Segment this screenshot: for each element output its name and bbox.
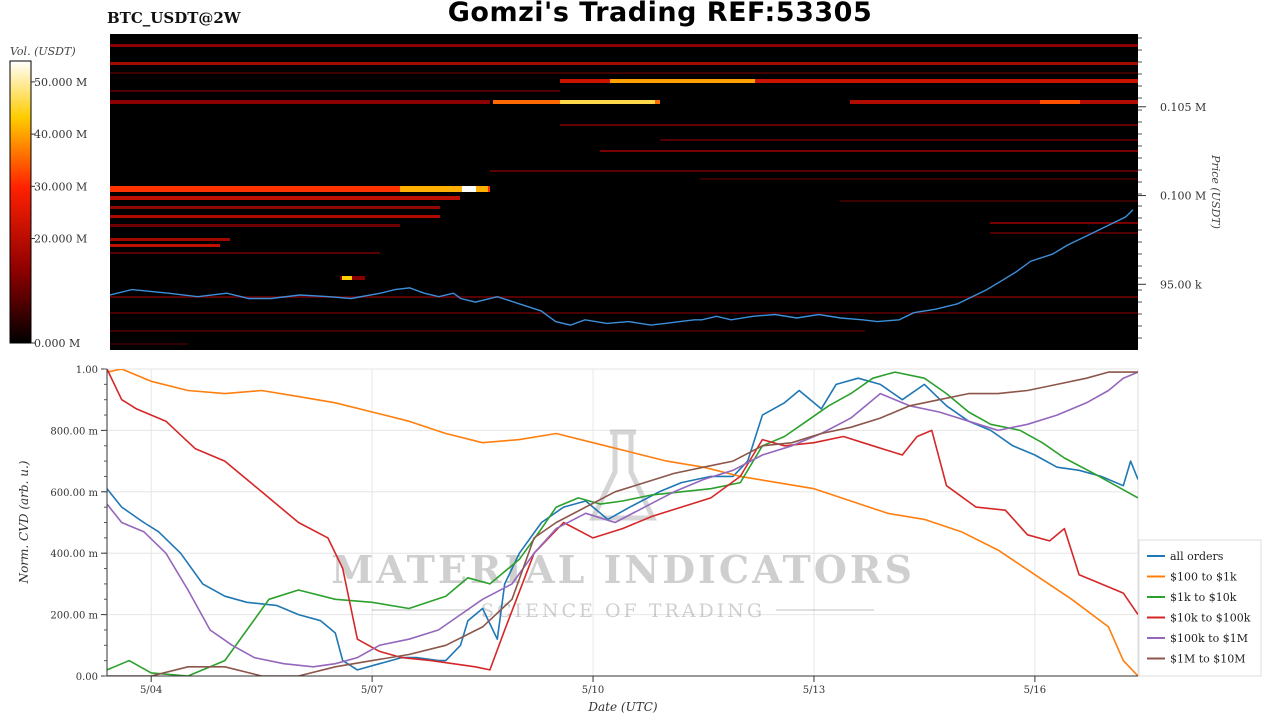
series-line: [107, 369, 1138, 676]
price-axis: 95.00 k 0.100 M 0.105 M: [1138, 37, 1206, 339]
legend-label: $100k to $1M: [1170, 632, 1248, 645]
x-tick-label: 5/13: [803, 685, 825, 696]
y-tick-label: 1.00: [76, 365, 98, 376]
colorbar-tick-label: 40.000 M: [34, 128, 87, 141]
heatmap-band: [342, 276, 352, 280]
legend-label: $10k to $100k: [1170, 612, 1251, 625]
heatmap-band: [840, 200, 1138, 202]
legend-label: $100 to $1k: [1170, 571, 1237, 584]
heatmap-band: [110, 44, 1138, 47]
y-tick-label: 400.00 m: [50, 549, 98, 560]
heatmap-band: [110, 312, 1138, 314]
heatmap-band: [110, 62, 1138, 65]
watermark-tagline: SCIENCE OF TRADING: [481, 600, 765, 622]
heatmap-band: [110, 224, 400, 227]
heatmap-band: [110, 72, 1138, 74]
page-title: Gomzi's Trading REF:53305: [447, 0, 873, 28]
cvd-series: [107, 369, 1138, 676]
heatmap-band: [110, 330, 865, 332]
heatmap-band: [610, 79, 755, 83]
heatmap-band: [110, 343, 188, 345]
heatmap-band: [110, 90, 560, 92]
heatmap-band: [560, 124, 1138, 126]
y-tick-label: 600.00 m: [50, 488, 98, 499]
heatmap-band: [990, 222, 1138, 224]
price-line: [110, 209, 1134, 326]
heatmap-band: [850, 100, 1138, 104]
series-line: [107, 371, 1138, 676]
heatmap-band: [700, 178, 1138, 180]
heatmap-band: [110, 215, 440, 218]
colorbar-tick-label: 0.000 M: [34, 337, 80, 350]
series-line: [107, 371, 1138, 668]
colorbar-label: Vol. (USDT): [10, 45, 76, 58]
cvd-axes: 0.00 200.00 m 400.00 m 600.00 m 800.00 m 1.00…: [50, 365, 1138, 696]
heatmap-band: [1040, 100, 1080, 104]
heatmap-band: [400, 186, 488, 192]
y-axis-label: Norm. CVD (arb. u.): [17, 460, 31, 584]
heatmap-band: [110, 238, 230, 241]
price-tick-label: 95.00 k: [1160, 278, 1202, 291]
x-tick-label: 5/16: [1024, 685, 1046, 696]
legend-items: all orders $100 to $1k $1k to $10k $10k to …: [1147, 550, 1251, 666]
colorbar-tick-label: 50.000 M: [34, 76, 87, 89]
legend-label: $1M to $10M: [1170, 653, 1246, 666]
x-tick-label: 5/10: [582, 685, 604, 696]
heatmap-band: [490, 170, 1138, 172]
watermark: MATERIAL INDICATORS SCIENCE OF TRADING: [331, 429, 915, 622]
y-tick-label: 800.00 m: [50, 426, 98, 437]
heatmap-band: [110, 100, 490, 104]
x-axis-label: Date (UTC): [587, 700, 657, 714]
colorbar-tick-label: 20.000 M: [34, 233, 87, 246]
heatmap-band: [462, 186, 476, 192]
heatmap-band: [660, 139, 1138, 141]
heatmap-band: [990, 232, 1138, 234]
watermark-brand: MATERIAL INDICATORS: [331, 547, 915, 592]
colorbar: [9, 60, 32, 344]
price-axis-label: Price (USDT): [1209, 154, 1222, 229]
series-line: [107, 369, 1138, 671]
price-tick-label: 0.105 M: [1160, 101, 1206, 114]
heatmap-band: [560, 100, 655, 104]
heatmap-band: [110, 244, 220, 247]
cvd-plot-area: [106, 368, 1139, 677]
heatmap-band: [110, 206, 440, 209]
legend-label: all orders: [1170, 550, 1224, 563]
legend: [1138, 539, 1262, 677]
heatmap-band: [110, 296, 1138, 298]
heatmap-band: [560, 79, 1138, 83]
y-tick-label: 200.00 m: [50, 611, 98, 622]
pair-label: BTC_USDT@2W: [107, 9, 241, 27]
x-tick-label: 5/07: [361, 685, 383, 696]
colorbar-ticks: 0.000 M 20.000 M 30.000 M 40.000 M 50.000 M: [31, 76, 87, 350]
y-tick-label: 0.00: [76, 672, 98, 683]
legend-label: $1k to $10k: [1170, 591, 1237, 604]
heatmap-band: [110, 186, 490, 192]
price-tick-label: 0.100 M: [1160, 190, 1206, 203]
heatmap-bands: [110, 44, 1138, 345]
heatmap-band: [110, 196, 460, 200]
heatmap-band: [110, 252, 380, 254]
colorbar-tick-label: 30.000 M: [34, 180, 87, 193]
x-tick-label: 5/04: [140, 685, 162, 696]
heatmap-band: [340, 276, 365, 280]
heatmap-band: [600, 150, 1138, 152]
series-line: [107, 371, 1138, 676]
